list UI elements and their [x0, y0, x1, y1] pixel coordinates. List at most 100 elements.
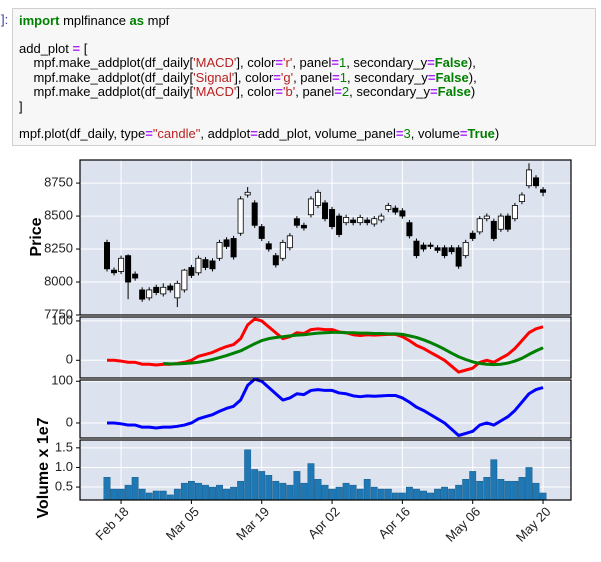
- code-line: ]: [19, 98, 589, 115]
- candle-body: [322, 202, 329, 220]
- candle-body: [118, 257, 125, 272]
- volume-bar: [398, 492, 406, 501]
- code-token: , volume: [410, 126, 460, 141]
- candle-body: [455, 247, 462, 267]
- code-token: mpf.make_addplot(df_daily[: [19, 84, 194, 99]
- y-tick-label: 1.5: [55, 439, 73, 454]
- volume-bar: [244, 449, 252, 501]
- volume-bar: [377, 488, 385, 501]
- volume-bar: [223, 488, 230, 501]
- candle-body: [343, 216, 350, 224]
- volume-bar: [230, 486, 237, 501]
- code-line: mpf.plot(df_daily, type="candle", addplo…: [19, 126, 589, 142]
- code-token: ], color: [236, 55, 276, 70]
- code-token: 2: [341, 84, 350, 99]
- volume-bar: [427, 492, 434, 501]
- candle-body: [216, 242, 223, 259]
- panel-background: [80, 380, 571, 438]
- code-token: , panel: [295, 84, 335, 99]
- candle-body: [188, 267, 195, 276]
- candle-body: [237, 198, 244, 234]
- candle-body: [385, 205, 392, 210]
- y-axis-label: Price: [28, 217, 45, 256]
- y-axis-label: Volume x 1e7: [35, 417, 52, 518]
- candle-body: [195, 257, 202, 274]
- x-tick-label: May 06: [443, 504, 484, 545]
- code-token: False: [435, 69, 469, 85]
- candle-body: [413, 240, 420, 257]
- code-token: 3: [403, 126, 411, 141]
- code-token: , panel: [292, 55, 332, 70]
- code-token: , secondary_y: [349, 84, 431, 99]
- candle-body: [469, 232, 476, 239]
- volume-bar: [469, 471, 477, 501]
- code-token: =: [273, 69, 281, 85]
- candle-body: [441, 247, 448, 257]
- code-token: ], color: [234, 69, 274, 85]
- y-tick-label: 8250: [44, 240, 73, 255]
- code-token: ),: [467, 55, 476, 70]
- candle-body: [307, 198, 314, 216]
- candle-body: [434, 247, 441, 251]
- panel-frame: [79, 439, 572, 501]
- code-cell[interactable]: import mplfinance as mpf add_plot = [ mpf…: [12, 8, 596, 146]
- candle-body: [167, 285, 174, 291]
- code-line: add_plot = [: [19, 41, 589, 57]
- volume-bar: [490, 459, 498, 501]
- candle-body: [420, 244, 427, 250]
- x-tick-label: Mar 19: [233, 504, 272, 543]
- volume-bar: [497, 479, 505, 501]
- y-tick-label: 8000: [44, 273, 73, 288]
- volume-bar: [462, 479, 470, 501]
- code-token: import: [19, 13, 60, 28]
- candle-body: [202, 259, 209, 268]
- code-token: , secondary_y: [346, 55, 428, 70]
- volume-bar: [258, 471, 266, 501]
- panel-background: [80, 317, 571, 378]
- y-tick-label: 0.5: [55, 478, 73, 493]
- candle-body: [132, 273, 139, 279]
- candle-body: [399, 210, 406, 217]
- code-token: =: [430, 84, 438, 99]
- candle-body: [427, 244, 434, 247]
- code-token: , addplot: [200, 126, 251, 141]
- code-token: 'MACD': [193, 55, 237, 70]
- volume-bar: [251, 469, 259, 501]
- y-tick-label: 100: [51, 312, 73, 327]
- volume-bar: [413, 488, 420, 501]
- candle-body: [525, 169, 532, 187]
- panel-frame: [79, 379, 572, 439]
- y-tick-label: 8750: [44, 175, 73, 190]
- code-token: add_plot, volume_panel: [257, 126, 396, 141]
- volume-bar: [476, 480, 484, 501]
- code-token: 'r': [283, 55, 293, 70]
- volume-bar: [391, 492, 399, 501]
- candle-body: [279, 242, 286, 259]
- candle-body: [209, 260, 216, 270]
- volume-bar: [166, 494, 174, 501]
- code-token: =: [395, 126, 404, 141]
- candle-body: [258, 226, 265, 239]
- code-block: add_plot = [ mpf.make_addplot(df_daily['…: [19, 41, 589, 115]
- code-token: =: [275, 55, 284, 70]
- candle-body: [504, 215, 511, 230]
- volume-bar: [321, 484, 329, 501]
- volume-bar: [342, 482, 350, 501]
- code-token: mpf.make_addplot(df_daily[: [19, 69, 194, 85]
- volume-bar: [180, 482, 188, 501]
- candle-body: [251, 202, 258, 226]
- code-token: False: [437, 84, 471, 99]
- volume-bar: [532, 482, 540, 501]
- y-tick-label: 1.0: [55, 459, 73, 474]
- candle-body: [329, 209, 336, 228]
- volume-bar: [152, 490, 160, 501]
- code-token: ]: [19, 98, 23, 114]
- volume-bar: [525, 467, 533, 501]
- code-token: 1: [338, 55, 347, 70]
- candle-body: [153, 286, 160, 293]
- volume-bar: [138, 488, 146, 501]
- code-token: ),: [468, 69, 477, 85]
- y-tick-label: 100: [51, 373, 73, 388]
- code-line: mpf.make_addplot(df_daily['MACD'], color…: [19, 84, 589, 100]
